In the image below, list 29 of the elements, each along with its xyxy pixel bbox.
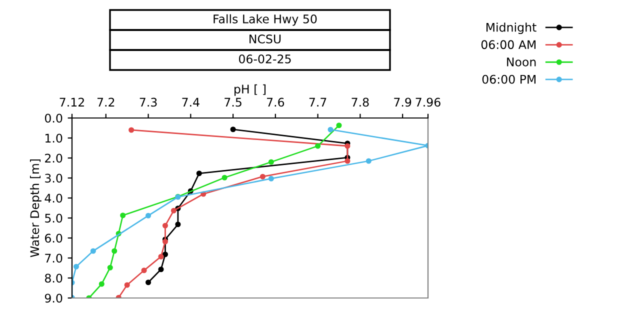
x-tick-label: 7.6 — [267, 98, 284, 107]
y-tick-label: 1.0 — [45, 134, 62, 143]
x-tick-label: 7.8 — [352, 98, 369, 107]
x-tick-label: 7.4 — [182, 98, 200, 107]
x-tick-label: 7.7 — [309, 98, 326, 107]
x-tick-label: 7.12 — [60, 98, 84, 107]
x-axis-title: pH [ ] — [234, 84, 266, 96]
y-tick-label: 2.0 — [45, 154, 62, 163]
text: 06-02-25 — [238, 54, 291, 64]
legend-label: 06:00 PM — [482, 74, 536, 84]
y-tick-label: 6.0 — [45, 234, 62, 243]
x-tick-label: 7.2 — [97, 98, 114, 107]
y-tick-label: 4.0 — [44, 194, 62, 203]
legend-label: Noon — [507, 58, 536, 66]
x-tick-label: 7.5 — [224, 98, 242, 107]
chart-subtitle: NCSU — [250, 34, 281, 44]
x-tick-label: 7.3 — [140, 98, 157, 107]
y-tick-label: 3.0 — [45, 174, 62, 183]
legend-label: Midnight — [486, 22, 536, 34]
x-tick-label: 7.96 — [416, 98, 440, 107]
y-axis-title: Water Depth [m] — [30, 159, 42, 258]
chart-title: Falls Lake Hwy 50 — [214, 14, 317, 26]
y-tick-label: 8.0 — [45, 274, 62, 283]
y-tick-label: 7.0 — [45, 254, 62, 263]
y-tick-label: 0.0 — [44, 114, 62, 123]
x-tick-label: 7.9 — [394, 98, 412, 107]
y-tick-label: 5.0 — [45, 214, 62, 223]
legend-label: 06:00 AM — [481, 40, 536, 50]
y-tick-label: 9.0 — [44, 294, 62, 303]
